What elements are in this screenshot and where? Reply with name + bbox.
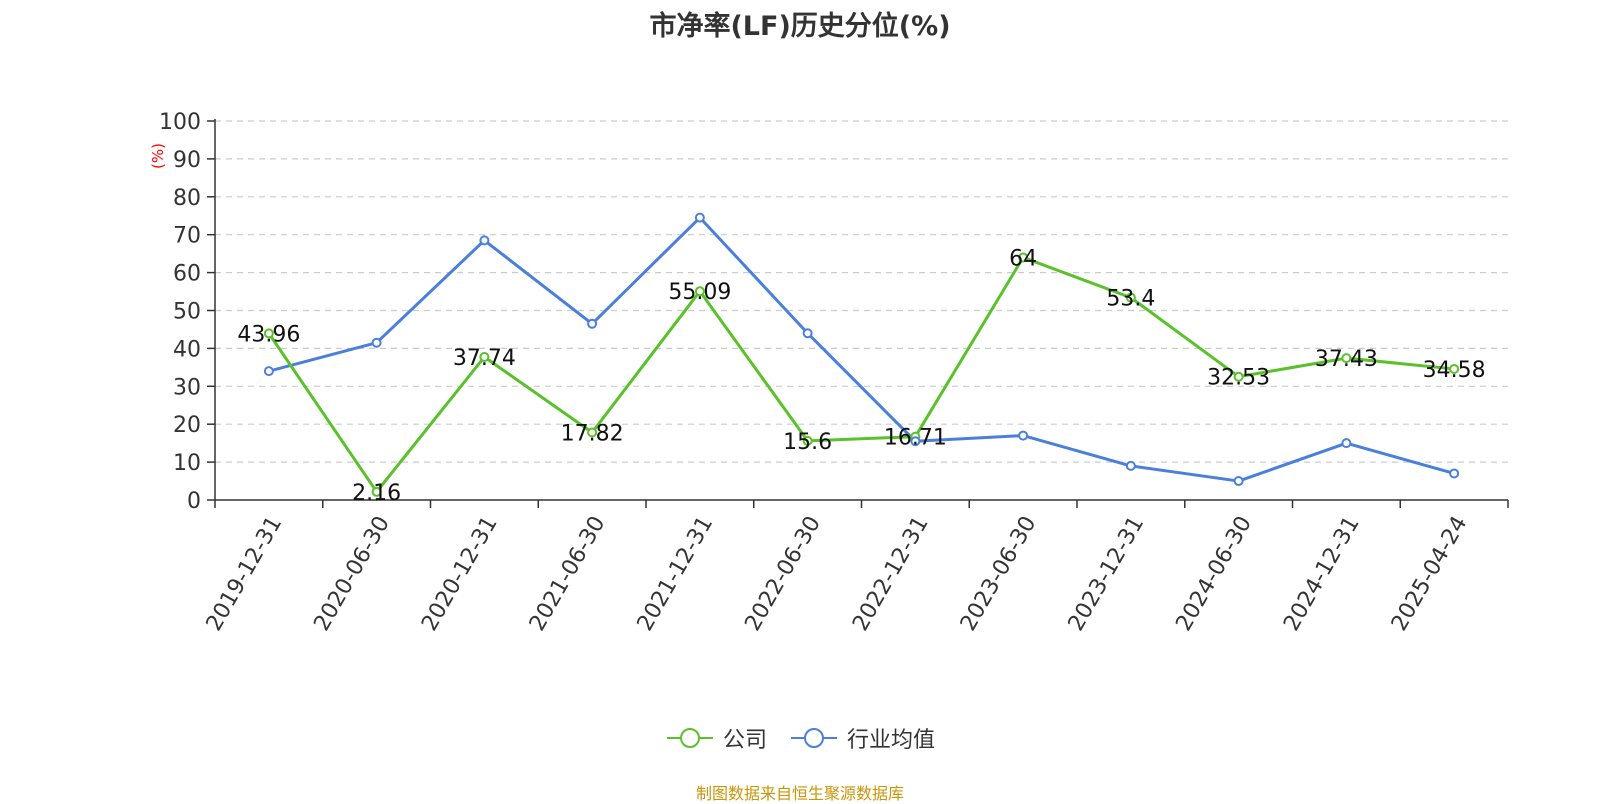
y-tick-label: 40 bbox=[173, 337, 201, 362]
data-point-company bbox=[694, 286, 705, 297]
data-point-company bbox=[1341, 353, 1352, 364]
x-tick-label: 2021-12-31 bbox=[633, 512, 719, 635]
data-label: 55.09 bbox=[668, 280, 731, 305]
data-point-industry bbox=[263, 366, 274, 377]
data-point-industry bbox=[587, 318, 598, 329]
series-line-industry bbox=[268, 216, 1455, 483]
x-tick-label: 2023-12-31 bbox=[1064, 512, 1150, 635]
legend-item-industry[interactable]: 行业均值 bbox=[789, 722, 935, 754]
legend-item-company[interactable]: 公司 bbox=[665, 722, 767, 754]
x-tick-label: 2024-06-30 bbox=[1171, 512, 1257, 635]
y-tick-label: 50 bbox=[173, 300, 201, 325]
y-axis-title: (%) bbox=[149, 143, 167, 169]
data-point-company bbox=[1233, 371, 1244, 382]
chart-title: 市净率(LF)历史分位(%) bbox=[649, 11, 951, 42]
data-point-company bbox=[587, 427, 598, 438]
x-tick-label: 2020-12-31 bbox=[417, 512, 503, 635]
y-tick-label: 10 bbox=[173, 451, 201, 476]
data-point-company bbox=[479, 351, 490, 362]
series-line-company bbox=[267, 255, 1455, 494]
legend-company-label: 公司 bbox=[722, 728, 767, 753]
data-label: 53.4 bbox=[1106, 287, 1155, 312]
legend-company-marker-icon bbox=[666, 728, 713, 748]
data-point-company bbox=[371, 486, 382, 497]
y-tick-label: 0 bbox=[187, 489, 201, 514]
x-tick-label: 2022-06-30 bbox=[740, 512, 826, 635]
x-tick-label: 2024-12-31 bbox=[1279, 512, 1365, 635]
data-label: 17.82 bbox=[561, 421, 624, 446]
data-point-industry bbox=[1341, 438, 1352, 449]
source-note: 制图数据来自恒生聚源数据库 bbox=[695, 784, 904, 803]
data-point-company bbox=[1125, 292, 1136, 303]
data-point-industry bbox=[910, 436, 921, 447]
data-point-industry bbox=[1449, 468, 1460, 479]
data-label: 15.6 bbox=[783, 430, 832, 455]
data-label: 34.58 bbox=[1423, 358, 1486, 383]
data-label: 16.71 bbox=[884, 426, 947, 451]
legend-industry-marker-icon bbox=[791, 728, 837, 748]
data-point-company bbox=[1449, 363, 1460, 374]
data-point-company bbox=[263, 328, 274, 339]
x-tick-label: 2021-06-30 bbox=[525, 512, 611, 635]
x-tick-label: 2019-12-31 bbox=[202, 512, 288, 635]
data-point-industry bbox=[1018, 430, 1029, 441]
x-tick-label: 2022-12-31 bbox=[848, 512, 934, 635]
data-point-industry bbox=[371, 337, 382, 348]
y-tick-label: 100 bbox=[159, 110, 201, 135]
data-label: 32.53 bbox=[1207, 366, 1270, 391]
x-tick-label: 2020-06-30 bbox=[309, 512, 395, 635]
data-label: 37.43 bbox=[1315, 347, 1378, 372]
data-point-industry bbox=[479, 235, 490, 246]
data-point-company bbox=[802, 435, 813, 446]
y-tick-label: 90 bbox=[173, 148, 201, 173]
y-tick-label: 70 bbox=[173, 224, 201, 249]
data-label: 37.74 bbox=[453, 346, 516, 371]
data-label: 2.16 bbox=[352, 481, 401, 506]
y-tick-label: 30 bbox=[173, 375, 201, 400]
data-point-industry bbox=[694, 212, 705, 223]
x-tick-label: 2025-04-24 bbox=[1387, 512, 1473, 635]
data-point-industry bbox=[802, 328, 813, 339]
y-tick-label: 20 bbox=[173, 413, 201, 438]
y-tick-label: 80 bbox=[173, 186, 201, 211]
data-point-industry bbox=[1125, 460, 1136, 471]
data-label: 64 bbox=[1009, 246, 1037, 271]
legend-industry-label: 行业均值 bbox=[847, 728, 936, 753]
data-label: 43.96 bbox=[237, 322, 300, 347]
x-tick-label: 2023-06-30 bbox=[956, 512, 1042, 635]
legend: 公司 行业均值 bbox=[0, 722, 1600, 754]
y-tick-label: 60 bbox=[173, 262, 201, 287]
data-point-company bbox=[1018, 252, 1029, 263]
data-point-industry bbox=[1233, 476, 1244, 487]
